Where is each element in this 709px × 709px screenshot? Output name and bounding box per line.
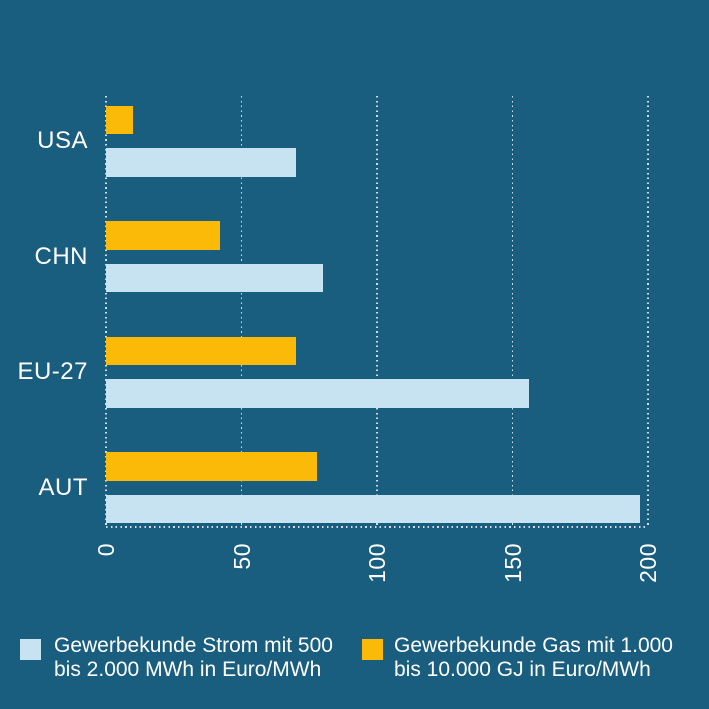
x-tick-label-150: 150 [499,543,526,583]
gridline-150 [511,96,514,527]
bar-eu-27-gas [106,336,296,365]
legend-label-strom-line1: Gewerbekunde Strom mit 500 [54,634,333,657]
x-tick-label-50: 50 [228,543,255,570]
category-label-chn: CHN [34,242,88,270]
x-tick-label-0: 0 [93,543,119,557]
gridline-100 [376,96,378,527]
legend-swatch-strom [20,639,41,660]
legend-label-gas-line2: bis 10.000 GJ in Euro/MWh [394,658,651,681]
category-label-eu-27: EU-27 [17,358,88,385]
bar-chn-gas [106,221,220,250]
gridline-200 [647,96,649,527]
legend-label-gas-line1: Gewerbekunde Gas mit 1.000 [394,634,673,657]
bar-usa-strom [106,148,296,177]
plot-area [105,96,649,528]
bar-eu-27-strom [106,379,529,408]
gridline-50 [240,96,243,527]
legend-label-strom-line2: bis 2.000 MWh in Euro/MWh [54,658,322,681]
x-tick-label-200: 200 [635,543,661,583]
bar-usa-gas [106,105,134,134]
gridline-0 [105,96,107,527]
legend-swatch-gas [362,639,383,660]
category-label-aut: AUT [38,473,88,501]
bar-aut-gas [106,452,318,481]
bar-chn-strom [106,263,323,292]
bar-aut-strom [106,494,640,523]
x-axis-baseline [106,526,648,528]
category-label-usa: USA [37,127,88,154]
legend-label-strom: Gewerbekunde Strom mit 500 bis 2.000 MWh … [54,634,333,682]
legend-label-gas: Gewerbekunde Gas mit 1.000 bis 10.000 GJ … [394,634,673,682]
x-tick-label-100: 100 [364,543,390,583]
